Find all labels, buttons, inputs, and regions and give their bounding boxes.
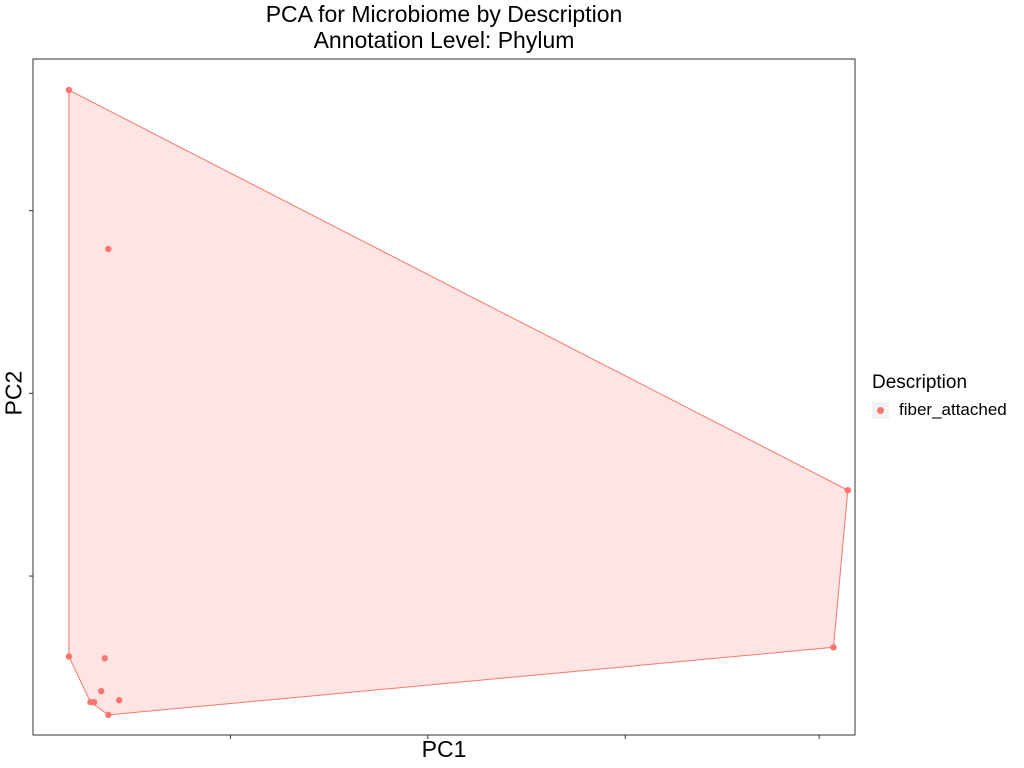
hull-layer — [68, 89, 849, 716]
points-layer — [65, 86, 852, 719]
data-point — [65, 86, 73, 94]
data-point — [65, 653, 73, 660]
data-point — [830, 644, 837, 651]
legend-item: fiber_attached — [872, 400, 1007, 420]
chart-title-line-2: Annotation Level: Phylum — [313, 27, 575, 53]
plot-panel-border — [32, 58, 856, 736]
data-point — [87, 698, 94, 706]
legend-title: Description — [872, 372, 968, 393]
data-point — [105, 245, 112, 253]
convex-hull — [68, 89, 849, 716]
legend: Description fiber_attached — [872, 372, 1007, 420]
y-axis-title: PC2 — [0, 370, 27, 416]
legend-dot — [877, 406, 884, 414]
data-point — [98, 687, 105, 695]
data-point — [115, 697, 123, 704]
data-point — [105, 711, 112, 719]
legend-key — [872, 401, 889, 419]
x-axis-title: PC1 — [421, 736, 467, 762]
chart-title-line-1: PCA for Microbiome by Description — [265, 1, 623, 27]
legend-label: fiber_attached — [899, 400, 1007, 419]
data-point — [844, 486, 852, 494]
data-point — [101, 655, 108, 662]
ticks-layer — [29, 210, 820, 739]
